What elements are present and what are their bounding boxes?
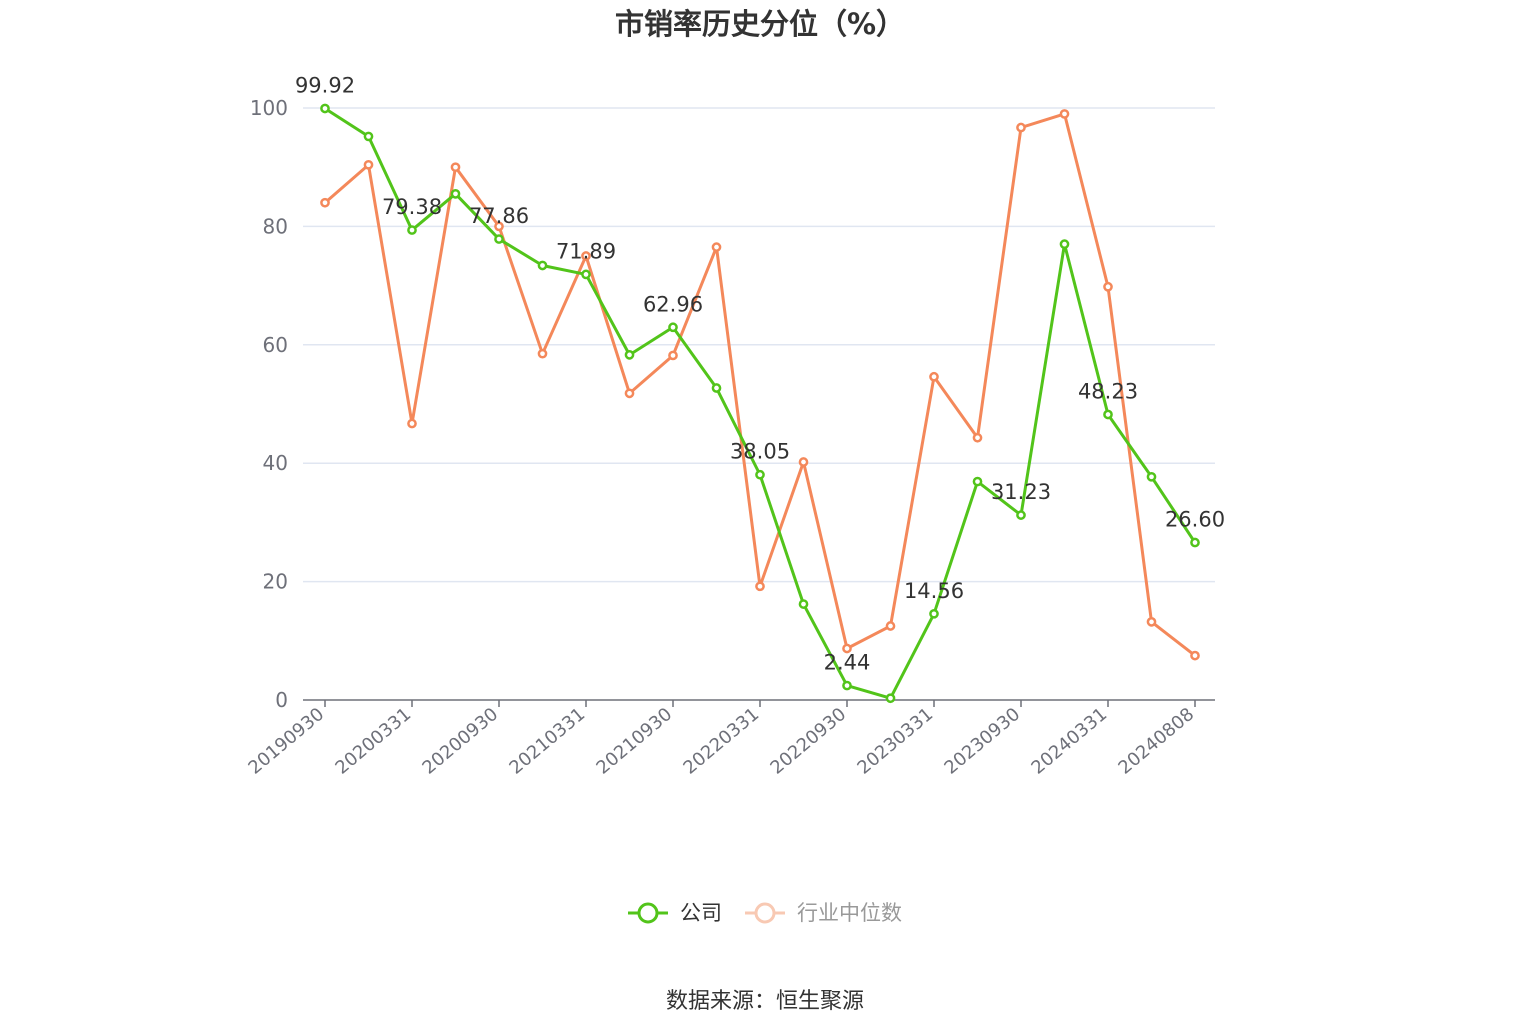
y-tick-label: 0 xyxy=(275,688,288,712)
data-point xyxy=(537,348,548,359)
data-point xyxy=(494,234,504,244)
data-point xyxy=(1190,537,1200,548)
x-tick-label: 20200331 xyxy=(332,704,416,779)
y-tick-label: 20 xyxy=(263,570,288,594)
data-point xyxy=(581,269,591,280)
data-labels: 99.92 79.38 77.86 71.89 62.96 38.05 2.44 14.56 3… xyxy=(295,73,1225,674)
x-tick-label: 20220331 xyxy=(680,704,764,779)
legend-label-company: 公司 xyxy=(680,901,722,925)
data-point xyxy=(494,221,504,232)
x-tick-label: 20230331 xyxy=(854,704,938,779)
y-tick-label: 80 xyxy=(263,214,288,238)
data-label: 79.38 xyxy=(382,195,442,219)
x-tick-label: 20220930 xyxy=(767,704,851,779)
y-tick-label: 60 xyxy=(263,333,288,357)
legend-marker-icon xyxy=(637,902,659,924)
data-point xyxy=(668,350,678,361)
data-point xyxy=(972,432,983,443)
data-point xyxy=(407,225,417,235)
data-point xyxy=(1016,510,1026,520)
data-label: 99.92 xyxy=(295,73,355,97)
x-tick-label: 20240331 xyxy=(1028,704,1112,779)
data-point xyxy=(363,159,374,170)
data-point xyxy=(537,260,548,271)
x-axis: 20190930 20200331 20200930 20210331 20210930… xyxy=(245,699,1215,779)
data-point xyxy=(798,599,809,609)
data-point xyxy=(885,693,896,704)
data-label: 31.23 xyxy=(991,480,1051,504)
data-label: 38.05 xyxy=(730,440,790,464)
legend-marker-icon xyxy=(754,902,776,924)
series-company xyxy=(320,103,1200,704)
grid xyxy=(303,107,1215,583)
data-point xyxy=(798,457,809,467)
data-point xyxy=(1190,650,1200,661)
data-point xyxy=(668,322,678,333)
data-point xyxy=(929,371,939,382)
data-label: 62.96 xyxy=(643,292,703,316)
x-tick-label: 20210331 xyxy=(506,704,590,779)
series-industry-median xyxy=(320,109,1200,661)
data-point xyxy=(450,162,461,173)
data-label: 14.56 xyxy=(904,579,964,603)
data-label: 48.23 xyxy=(1078,379,1138,403)
data-point xyxy=(1059,109,1070,119)
chart-title: 市销率历史分位（%） xyxy=(615,7,905,41)
data-point xyxy=(711,242,722,252)
data-label: 2.44 xyxy=(824,651,871,675)
data-point xyxy=(755,469,765,480)
data-label: 77.86 xyxy=(469,204,529,228)
series-layer xyxy=(320,103,1200,704)
x-tick-label: 20210930 xyxy=(593,704,677,779)
data-point xyxy=(1103,281,1113,292)
data-label: 26.60 xyxy=(1165,508,1225,532)
data-point xyxy=(755,581,765,592)
x-tick-label: 20200930 xyxy=(419,704,503,779)
legend-item-company[interactable]: 公司 xyxy=(628,901,722,925)
data-point xyxy=(1103,409,1113,420)
data-point xyxy=(407,418,417,429)
y-tick-label: 100 xyxy=(250,96,288,120)
data-label: 71.89 xyxy=(556,239,616,263)
legend-label-industry-median: 行业中位数 xyxy=(797,901,902,925)
data-point xyxy=(1146,471,1157,482)
data-point xyxy=(624,350,635,360)
legend-item-industry-median[interactable]: 行业中位数 xyxy=(745,901,902,925)
data-point xyxy=(929,608,939,619)
data-point xyxy=(363,131,374,142)
data-point xyxy=(711,383,722,393)
data-point xyxy=(1059,239,1070,250)
data-point xyxy=(320,103,330,114)
legend: 公司 行业中位数 xyxy=(628,901,902,925)
x-tick-label: 20240808 xyxy=(1115,704,1199,779)
data-point xyxy=(624,388,635,399)
data-point xyxy=(842,643,852,654)
data-point xyxy=(320,197,330,208)
data-point xyxy=(450,188,461,199)
y-tick-label: 40 xyxy=(263,451,288,475)
data-point xyxy=(581,251,591,261)
data-point xyxy=(1146,617,1157,627)
data-point xyxy=(1016,122,1026,133)
data-point xyxy=(972,476,983,487)
source-text: 数据来源：恒生聚源 xyxy=(666,989,864,1014)
x-tick-label: 20230930 xyxy=(941,704,1025,779)
data-point xyxy=(842,680,852,691)
y-axis: 0 20 40 60 80 100 xyxy=(250,96,288,712)
data-point xyxy=(885,621,896,631)
x-tick-label: 20190930 xyxy=(245,704,329,779)
